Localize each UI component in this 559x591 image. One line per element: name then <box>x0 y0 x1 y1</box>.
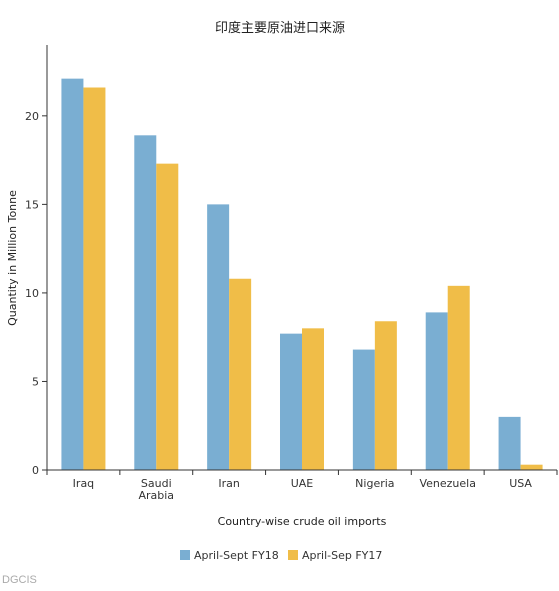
bar <box>498 416 521 470</box>
y-tick-label: 0 <box>32 464 39 477</box>
chart-title: 印度主要原油进口来源 <box>215 20 345 36</box>
bar <box>61 78 84 470</box>
bar <box>229 278 252 470</box>
x-tick-label: UAE <box>291 477 314 490</box>
x-tick-label: Arabia <box>138 489 174 502</box>
legend-label: April-Sep FY17 <box>302 549 382 562</box>
legend-swatch <box>180 550 190 560</box>
bar <box>520 464 543 470</box>
bar <box>280 333 302 470</box>
x-tick-label: Iran <box>218 477 240 490</box>
y-axis-title: Quantity in Million Tonne <box>6 190 19 326</box>
source-label: DGCIS <box>2 574 37 586</box>
x-tick-label: Nigeria <box>355 477 394 490</box>
y-tick-label: 5 <box>32 375 39 388</box>
bar <box>374 321 397 470</box>
x-tick-label: Iraq <box>73 477 95 490</box>
bar <box>156 163 179 471</box>
y-tick-label: 15 <box>25 198 39 211</box>
bar <box>207 204 230 470</box>
bar <box>134 135 157 470</box>
bar <box>83 87 106 470</box>
legend-label: April-Sept FY18 <box>194 549 279 562</box>
x-axis-title: Country-wise crude oil imports <box>218 515 387 528</box>
bar <box>352 349 375 470</box>
x-tick-label: Saudi <box>141 477 172 490</box>
legend-swatch <box>288 550 298 560</box>
legend: April-Sept FY18 April-Sep FY17 <box>180 549 382 562</box>
bar <box>447 285 470 470</box>
bar <box>425 312 448 470</box>
x-tick-label: USA <box>509 477 532 490</box>
x-tick-label: Venezuela <box>419 477 476 490</box>
y-tick-label: 10 <box>25 287 39 300</box>
y-tick-label: 20 <box>25 110 39 123</box>
bar <box>302 328 324 470</box>
